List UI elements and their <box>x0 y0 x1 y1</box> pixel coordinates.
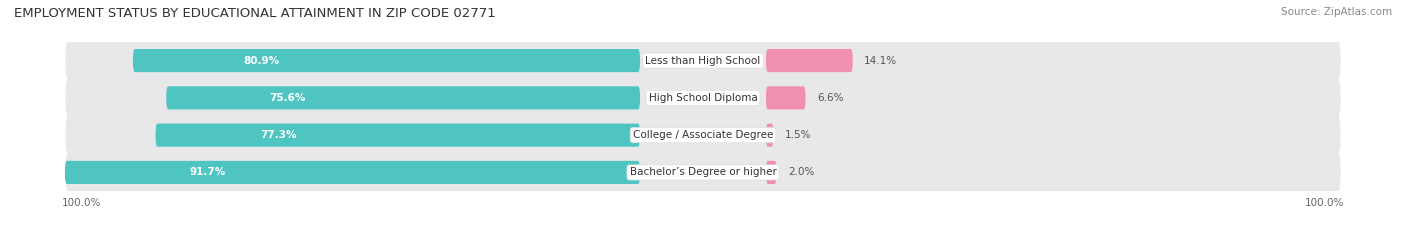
Text: 1.5%: 1.5% <box>785 130 811 140</box>
Text: 14.1%: 14.1% <box>865 56 897 65</box>
Text: Less than High School: Less than High School <box>645 56 761 65</box>
Text: High School Diploma: High School Diploma <box>648 93 758 103</box>
Text: Source: ZipAtlas.com: Source: ZipAtlas.com <box>1281 7 1392 17</box>
FancyBboxPatch shape <box>65 161 640 184</box>
Text: 100.0%: 100.0% <box>62 198 101 208</box>
FancyBboxPatch shape <box>66 40 1340 81</box>
FancyBboxPatch shape <box>66 115 1340 155</box>
Text: 77.3%: 77.3% <box>260 130 297 140</box>
Text: 6.6%: 6.6% <box>817 93 844 103</box>
Text: 2.0%: 2.0% <box>787 168 814 177</box>
Text: EMPLOYMENT STATUS BY EDUCATIONAL ATTAINMENT IN ZIP CODE 02771: EMPLOYMENT STATUS BY EDUCATIONAL ATTAINM… <box>14 7 496 20</box>
Text: 80.9%: 80.9% <box>243 56 278 65</box>
Text: 75.6%: 75.6% <box>269 93 305 103</box>
FancyBboxPatch shape <box>766 86 806 110</box>
FancyBboxPatch shape <box>166 86 640 110</box>
Text: 100.0%: 100.0% <box>1305 198 1344 208</box>
FancyBboxPatch shape <box>156 123 640 147</box>
Text: College / Associate Degree: College / Associate Degree <box>633 130 773 140</box>
Text: 91.7%: 91.7% <box>190 168 226 177</box>
FancyBboxPatch shape <box>66 78 1340 118</box>
FancyBboxPatch shape <box>766 161 776 184</box>
Text: Bachelor’s Degree or higher: Bachelor’s Degree or higher <box>630 168 776 177</box>
FancyBboxPatch shape <box>766 49 852 72</box>
FancyBboxPatch shape <box>766 123 773 147</box>
FancyBboxPatch shape <box>66 152 1340 192</box>
FancyBboxPatch shape <box>134 49 640 72</box>
